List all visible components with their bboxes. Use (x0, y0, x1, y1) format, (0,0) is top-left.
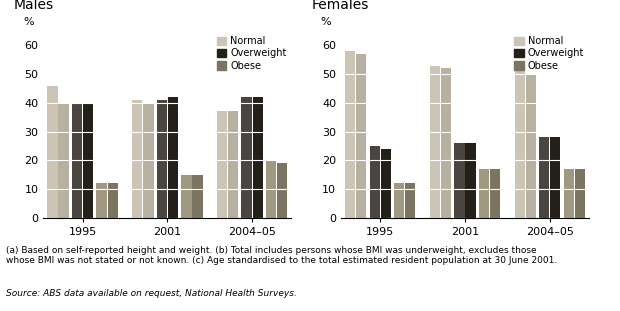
Bar (381, 149, 391, 218)
Bar (228, 111, 238, 218)
Bar (466, 143, 476, 218)
Bar (277, 163, 288, 218)
Bar (72, 103, 82, 218)
Bar (58, 103, 69, 218)
Bar (370, 146, 380, 218)
Bar (575, 169, 585, 218)
Bar (479, 169, 489, 218)
Bar (266, 160, 277, 218)
Bar (526, 74, 536, 218)
Bar (490, 169, 500, 218)
Bar (454, 143, 464, 218)
Bar (394, 183, 404, 218)
Text: (a) Based on self-reported height and weight. (b) Total includes persons whose B: (a) Based on self-reported height and we… (6, 246, 557, 265)
Bar (217, 111, 227, 218)
Bar (97, 183, 107, 218)
Bar (168, 97, 178, 218)
Y-axis label: %: % (23, 17, 34, 27)
Bar (143, 103, 154, 218)
Y-axis label: %: % (321, 17, 332, 27)
Bar (515, 71, 525, 218)
Bar (550, 137, 560, 218)
Bar (157, 100, 167, 218)
Bar (132, 100, 143, 218)
Bar (47, 86, 58, 218)
Bar (345, 51, 355, 218)
Text: Females: Females (311, 0, 369, 12)
Bar (83, 103, 94, 218)
Bar (405, 183, 415, 218)
Legend: Normal, Overweight, Obese: Normal, Overweight, Obese (216, 36, 286, 71)
Bar (241, 97, 252, 218)
Bar (430, 66, 440, 218)
Text: Males: Males (14, 0, 54, 12)
Bar (192, 175, 203, 218)
Bar (252, 97, 263, 218)
Bar (181, 175, 192, 218)
Bar (356, 54, 366, 218)
Bar (539, 137, 549, 218)
Bar (564, 169, 574, 218)
Bar (441, 68, 451, 218)
Text: Source: ABS data available on request, National Health Surveys.: Source: ABS data available on request, N… (6, 289, 297, 298)
Bar (108, 183, 118, 218)
Legend: Normal, Overweight, Obese: Normal, Overweight, Obese (514, 36, 584, 71)
